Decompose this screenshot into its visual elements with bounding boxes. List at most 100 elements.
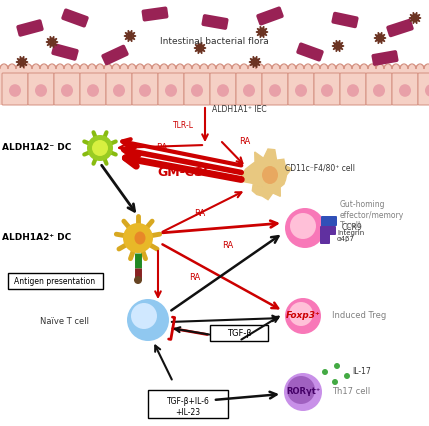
Polygon shape <box>409 12 421 24</box>
Ellipse shape <box>9 84 21 97</box>
Circle shape <box>285 208 325 248</box>
FancyBboxPatch shape <box>372 50 399 66</box>
FancyBboxPatch shape <box>392 73 418 105</box>
Text: ALDH1A2⁻ DC: ALDH1A2⁻ DC <box>2 144 71 153</box>
Text: RA: RA <box>157 144 168 153</box>
Ellipse shape <box>165 84 177 97</box>
FancyBboxPatch shape <box>320 226 336 235</box>
Circle shape <box>123 223 153 253</box>
Circle shape <box>87 135 113 161</box>
Text: RORγt⁺: RORγt⁺ <box>286 388 320 397</box>
Bar <box>0 65 429 105</box>
Text: Intestinal bacterial flora: Intestinal bacterial flora <box>160 37 269 46</box>
Circle shape <box>285 298 321 334</box>
FancyBboxPatch shape <box>331 12 359 28</box>
Text: Induced Treg: Induced Treg <box>332 311 386 320</box>
FancyBboxPatch shape <box>202 14 229 30</box>
FancyBboxPatch shape <box>158 73 184 105</box>
Polygon shape <box>256 26 268 38</box>
Text: Gut-homing
effector/memory
T cell: Gut-homing effector/memory T cell <box>340 200 404 230</box>
Ellipse shape <box>269 84 281 97</box>
Text: ALDH1A1⁺ IEC: ALDH1A1⁺ IEC <box>212 106 267 115</box>
Ellipse shape <box>243 84 255 97</box>
Text: Integrin
α4β7: Integrin α4β7 <box>337 230 364 242</box>
Text: Th17 cell: Th17 cell <box>332 388 370 397</box>
FancyBboxPatch shape <box>340 73 366 105</box>
Circle shape <box>332 379 338 385</box>
Circle shape <box>334 363 340 369</box>
Polygon shape <box>249 56 261 68</box>
Polygon shape <box>332 40 344 52</box>
Ellipse shape <box>373 84 385 97</box>
Circle shape <box>287 376 315 404</box>
FancyBboxPatch shape <box>142 6 169 21</box>
Ellipse shape <box>135 231 145 245</box>
Text: RA: RA <box>189 273 201 282</box>
Circle shape <box>131 303 157 329</box>
FancyBboxPatch shape <box>366 73 392 105</box>
FancyBboxPatch shape <box>314 73 340 105</box>
Polygon shape <box>46 36 58 48</box>
Polygon shape <box>374 32 386 44</box>
FancyBboxPatch shape <box>106 73 132 105</box>
FancyBboxPatch shape <box>262 73 288 105</box>
FancyBboxPatch shape <box>2 73 28 105</box>
FancyBboxPatch shape <box>61 9 89 28</box>
FancyBboxPatch shape <box>296 43 324 62</box>
Ellipse shape <box>321 84 333 97</box>
FancyBboxPatch shape <box>256 6 284 26</box>
Ellipse shape <box>191 84 203 97</box>
Polygon shape <box>242 149 292 200</box>
FancyBboxPatch shape <box>28 73 54 105</box>
FancyBboxPatch shape <box>80 73 106 105</box>
Circle shape <box>290 213 316 239</box>
FancyBboxPatch shape <box>16 19 44 37</box>
Ellipse shape <box>347 84 359 97</box>
Text: RA: RA <box>222 241 234 250</box>
FancyBboxPatch shape <box>210 73 236 105</box>
Text: GM-CSF: GM-CSF <box>158 165 212 178</box>
Circle shape <box>92 140 108 156</box>
Text: RA: RA <box>239 138 251 147</box>
Circle shape <box>322 369 328 375</box>
Circle shape <box>344 373 350 379</box>
Bar <box>210 325 268 341</box>
Text: RA: RA <box>194 210 205 219</box>
FancyBboxPatch shape <box>184 73 210 105</box>
Circle shape <box>134 276 142 284</box>
Text: Antigen presentation: Antigen presentation <box>15 276 96 285</box>
Ellipse shape <box>262 166 278 184</box>
Ellipse shape <box>425 84 429 97</box>
Text: TGF-β+IL-6
+IL-23: TGF-β+IL-6 +IL-23 <box>166 397 209 417</box>
Text: Foxp3⁺: Foxp3⁺ <box>286 311 320 320</box>
Ellipse shape <box>217 84 229 97</box>
Ellipse shape <box>139 84 151 97</box>
FancyBboxPatch shape <box>320 228 330 244</box>
Circle shape <box>289 302 313 326</box>
FancyBboxPatch shape <box>386 19 414 37</box>
Polygon shape <box>124 30 136 42</box>
FancyBboxPatch shape <box>288 73 314 105</box>
Ellipse shape <box>61 84 73 97</box>
Polygon shape <box>16 56 28 68</box>
FancyBboxPatch shape <box>418 73 429 105</box>
Circle shape <box>127 299 169 341</box>
Ellipse shape <box>35 84 47 97</box>
Circle shape <box>284 373 322 411</box>
Text: CD11c⁻F4/80⁺ cell: CD11c⁻F4/80⁺ cell <box>285 164 355 173</box>
FancyBboxPatch shape <box>236 73 262 105</box>
Ellipse shape <box>87 84 99 97</box>
Ellipse shape <box>295 84 307 97</box>
Ellipse shape <box>113 84 125 97</box>
Bar <box>8 273 103 289</box>
FancyBboxPatch shape <box>101 45 129 65</box>
Bar <box>148 390 228 418</box>
FancyBboxPatch shape <box>54 73 80 105</box>
FancyBboxPatch shape <box>321 219 332 235</box>
Text: ALDH1A2⁺ DC: ALDH1A2⁺ DC <box>2 233 71 242</box>
Text: TGF-β: TGF-β <box>227 328 251 337</box>
FancyBboxPatch shape <box>51 43 79 61</box>
Polygon shape <box>194 42 206 54</box>
FancyBboxPatch shape <box>132 73 158 105</box>
Text: Naïve T cell: Naïve T cell <box>40 317 90 326</box>
